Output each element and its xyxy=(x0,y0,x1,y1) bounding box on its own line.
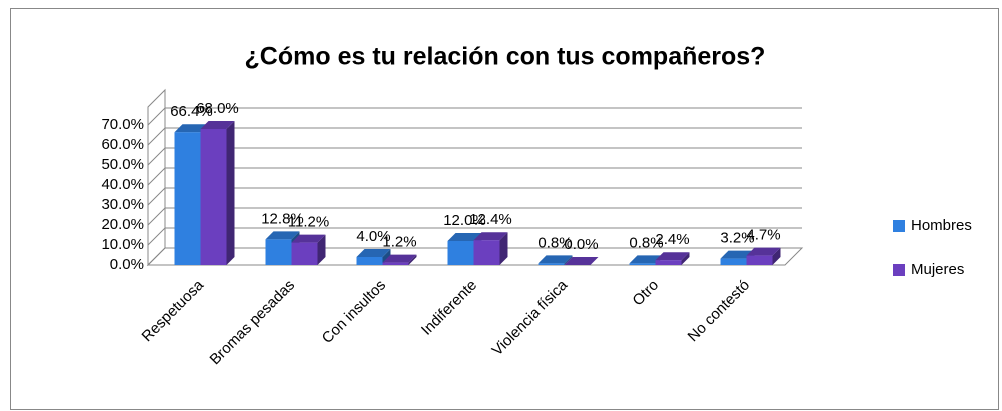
data-label: 0.0% xyxy=(564,236,598,253)
bar xyxy=(629,263,656,265)
y-tick-label: 40.0% xyxy=(101,176,144,193)
bar xyxy=(538,263,565,265)
bar-top xyxy=(629,255,664,264)
bar xyxy=(356,257,383,265)
chart-title: ¿Cómo es tu relación con tus compañeros? xyxy=(245,43,766,71)
grid-line xyxy=(147,147,802,166)
legend-swatch xyxy=(893,220,905,232)
bar xyxy=(174,132,201,265)
bar-top xyxy=(746,247,781,256)
legend-label: Hombres xyxy=(911,217,972,234)
bar-side xyxy=(226,121,235,265)
bar xyxy=(655,260,682,265)
bar-top xyxy=(564,257,599,265)
grid-line xyxy=(147,207,802,226)
data-label: 66.4% xyxy=(170,103,213,120)
y-tick-label: 20.0% xyxy=(101,216,144,233)
data-label: 68.0% xyxy=(196,100,239,117)
y-tick-label: 0.0% xyxy=(110,256,144,273)
bar-top xyxy=(473,232,508,241)
bar-top xyxy=(356,249,391,257)
bar xyxy=(447,241,474,265)
data-label: 3.2% xyxy=(720,230,754,247)
bar-side xyxy=(317,234,326,265)
y-tick-label: 70.0% xyxy=(101,116,144,133)
bar-side xyxy=(499,232,508,265)
grid-line xyxy=(147,167,802,186)
y-tick-label: 10.0% xyxy=(101,236,144,253)
y-tick-label: 60.0% xyxy=(101,136,144,153)
bar xyxy=(720,258,747,265)
grid-line xyxy=(147,227,802,246)
bar-side xyxy=(408,254,417,265)
data-label: 1.2% xyxy=(382,234,416,251)
grid-line xyxy=(147,107,802,126)
data-label: 12.8% xyxy=(261,210,304,227)
data-label: 11.2% xyxy=(288,214,329,231)
bar-top xyxy=(447,233,482,241)
legend-label: Mujeres xyxy=(911,261,964,278)
data-label: 4.7% xyxy=(746,227,780,244)
bar-top xyxy=(265,231,300,240)
bar-top xyxy=(720,250,755,259)
bar xyxy=(382,262,409,265)
bar-top xyxy=(200,121,235,129)
data-label: 2.4% xyxy=(655,231,689,248)
bar-side xyxy=(772,247,781,265)
data-label: 12.4% xyxy=(469,211,512,228)
grid-line xyxy=(147,247,802,266)
data-label: 4.0% xyxy=(356,228,390,245)
bar-side xyxy=(681,252,690,265)
data-label: 0.8% xyxy=(629,234,663,251)
bar xyxy=(291,242,318,265)
bar xyxy=(473,240,500,265)
data-label: 0.8% xyxy=(538,234,572,251)
bar xyxy=(746,255,773,265)
grid-line xyxy=(147,127,802,146)
bar-top xyxy=(291,234,326,243)
bar xyxy=(200,129,227,265)
legend-swatch xyxy=(893,264,905,276)
bar-top xyxy=(174,124,209,133)
bar xyxy=(265,239,292,265)
bar-top xyxy=(382,254,417,263)
y-tick-label: 30.0% xyxy=(101,196,144,213)
bar-top xyxy=(655,252,690,261)
bar-side xyxy=(564,255,573,265)
bar-top xyxy=(538,255,573,264)
grid-line xyxy=(147,187,802,206)
data-label: 12.0% xyxy=(443,212,486,229)
y-tick-label: 50.0% xyxy=(101,156,144,173)
